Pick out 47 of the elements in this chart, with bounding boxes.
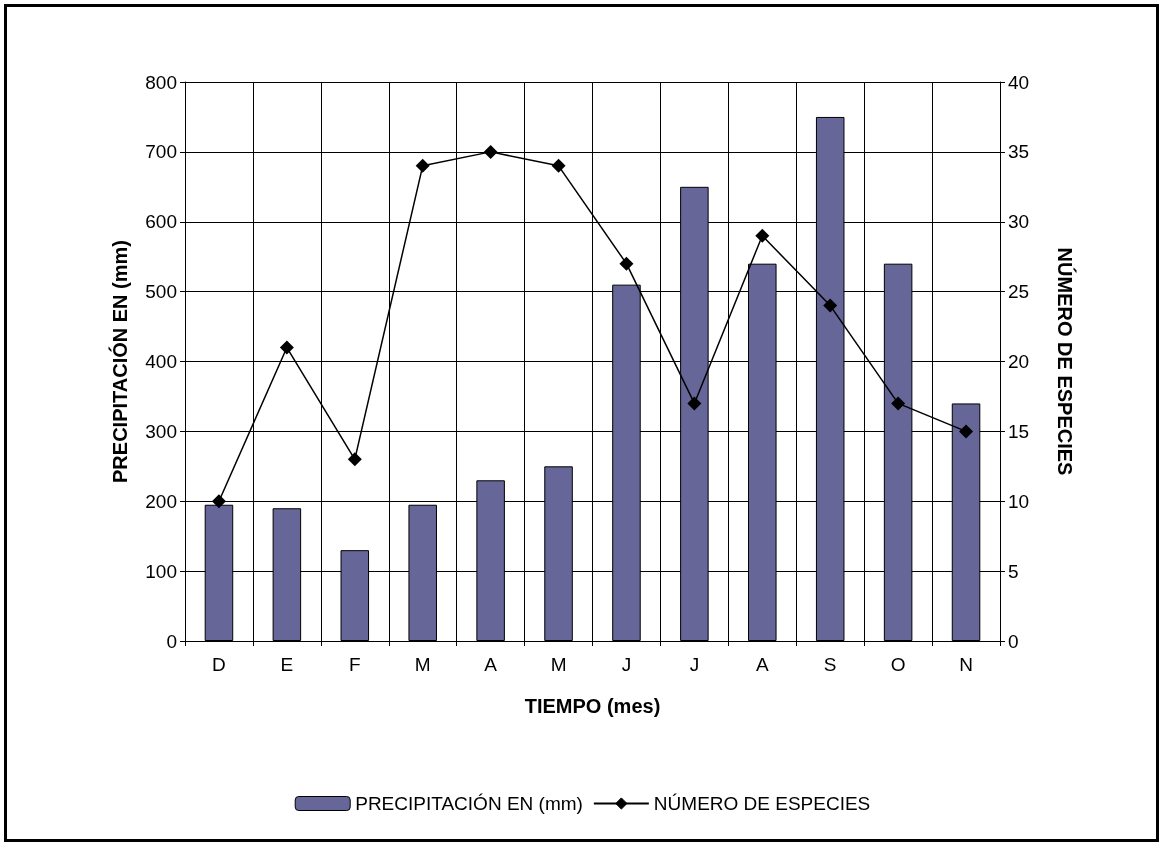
y-tick-label: 100: [145, 560, 177, 582]
x-tick-label: F: [348, 654, 361, 675]
x-tick-label: J: [621, 654, 632, 675]
x-tick-label: M: [414, 654, 431, 675]
x-tick-label: A: [755, 654, 769, 675]
point: [619, 256, 634, 271]
y-tick-label: 400: [145, 351, 177, 372]
point: [823, 298, 838, 313]
x-tick-label: E: [280, 654, 294, 675]
point: [415, 158, 430, 173]
y-tick-label: 200: [145, 490, 177, 512]
y2-tick-label: 0: [1008, 630, 1019, 652]
y2-tick-label: 35: [1008, 141, 1030, 163]
point: [551, 158, 566, 173]
y-tick-label: 500: [145, 281, 177, 303]
y-tick-label: 800: [145, 71, 177, 93]
y2-tick-label: 5: [1008, 560, 1019, 582]
x-tick-label: N: [959, 654, 973, 675]
y-tick-label: 600: [145, 211, 177, 233]
x-tick-label: D: [212, 654, 226, 675]
point: [483, 144, 498, 159]
y2-tick-label: 40: [1008, 71, 1030, 93]
x-tick-label: O: [890, 654, 906, 675]
point: [891, 396, 906, 411]
point: [211, 494, 226, 509]
y2-tick-label: 30: [1008, 211, 1030, 233]
y2-tick-label: 15: [1008, 420, 1030, 442]
y2-tick-label: 25: [1008, 281, 1030, 303]
point: [755, 228, 770, 243]
x-axis-title: TIEMPO (mes): [524, 695, 661, 717]
y2-tick-label: 20: [1008, 351, 1030, 372]
legend-label: PRECIPITACIÓN EN (mm): [355, 793, 583, 814]
point: [959, 424, 974, 439]
point: [687, 396, 702, 411]
point: [347, 452, 362, 467]
x-tick-label: A: [484, 654, 498, 675]
point: [279, 340, 294, 355]
y2-axis-title: NÚMERO DE ESPECIES: [1054, 247, 1077, 476]
y-axis-title: PRECIPITACIÓN EN (mm): [108, 240, 131, 483]
y-tick-label: 300: [145, 420, 177, 442]
y2-tick-label: 10: [1008, 490, 1030, 512]
y-tick-label: 0: [166, 630, 177, 652]
x-tick-label: J: [689, 654, 700, 675]
legend-label: NÚMERO DE ESPECIES: [653, 793, 871, 814]
y-tick-label: 700: [145, 141, 177, 163]
x-tick-label: M: [550, 654, 567, 675]
x-tick-label: S: [823, 654, 837, 675]
